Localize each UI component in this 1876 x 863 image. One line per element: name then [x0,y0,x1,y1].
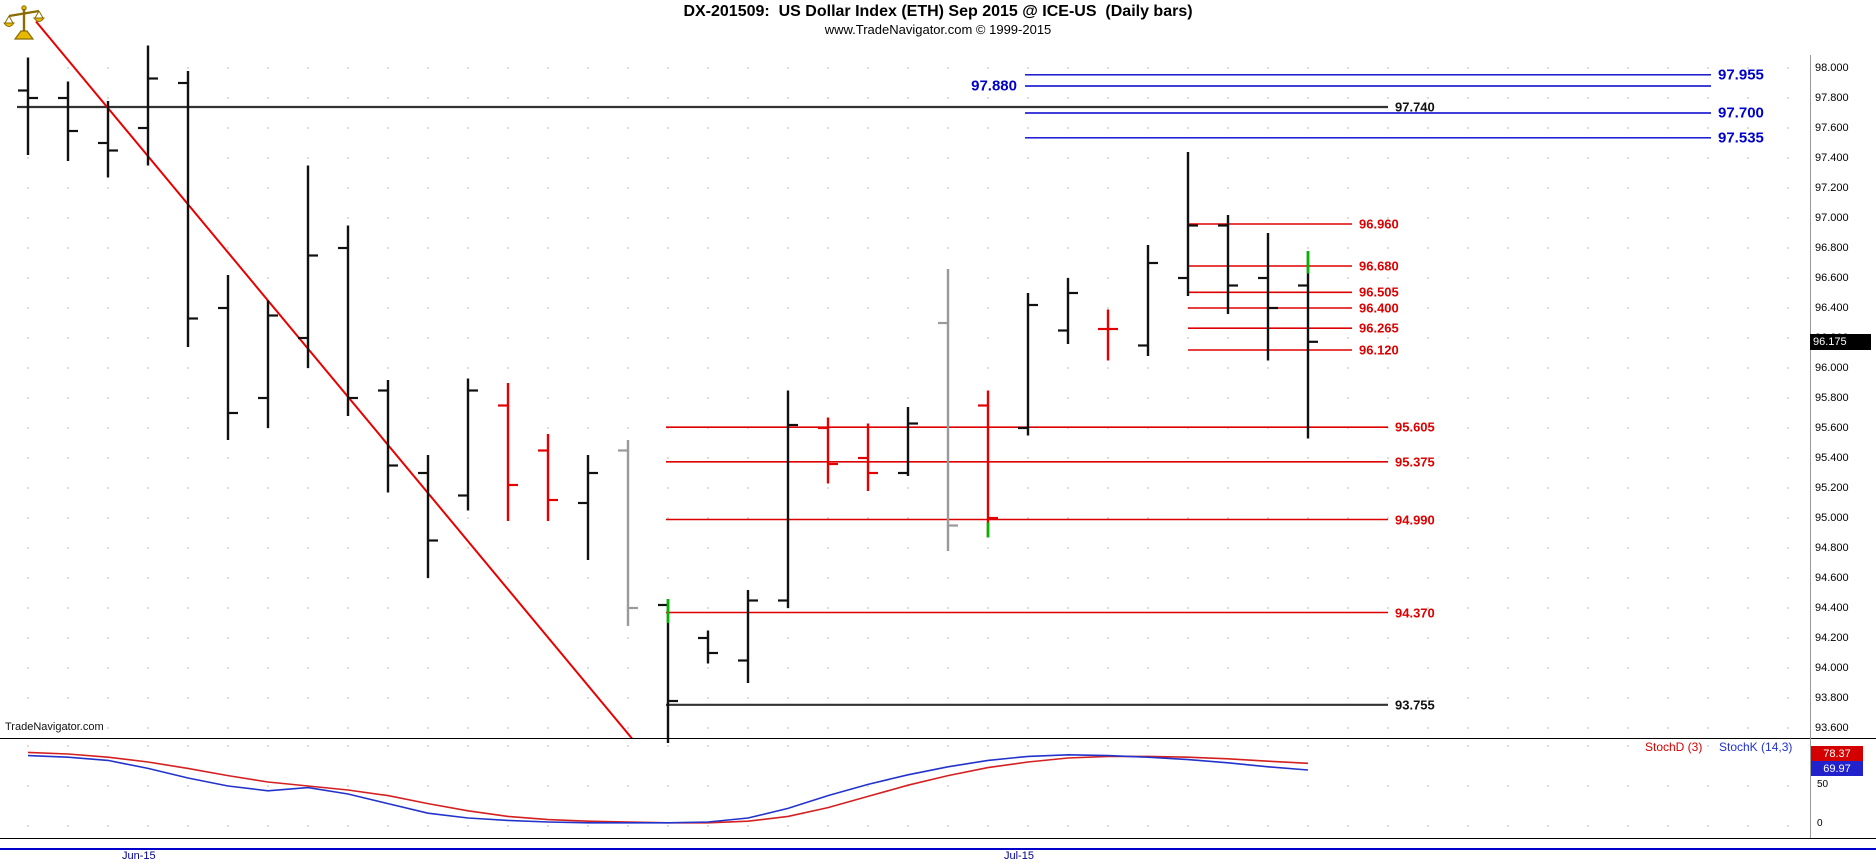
scales-logo-icon [3,5,45,40]
chart-borders [0,55,1876,850]
price-bar [258,300,278,428]
level-label-95.375: 95.375 [1395,454,1435,470]
price-bar [1058,278,1078,344]
price-axis-label: 94.400 [1815,602,1849,614]
price-bar [658,599,678,743]
price-bar [538,434,558,521]
level-label-94.370: 94.370 [1395,605,1435,620]
stochk-line [27,753,1309,824]
price-bar [778,390,798,608]
price-axis-label: 93.800 [1815,692,1849,704]
price-axis-label: 94.800 [1815,542,1849,554]
level-label-96.680: 96.680 [1359,258,1399,274]
price-axis-label: 95.200 [1815,482,1849,494]
level-label-97.535: 97.535 [1718,129,1764,147]
price-bar [1018,293,1038,436]
stochk-value-badge: 69.97 [1811,761,1863,776]
price-bar [1298,251,1318,439]
price-axis-label: 97.200 [1815,182,1849,194]
price-bar [498,383,518,521]
level-label-96.400: 96.400 [1359,300,1399,316]
stochd-value-badge: 78.37 [1811,746,1863,761]
watermark-text: TradeNavigator.com [5,721,104,733]
price-axis-label: 95.600 [1815,422,1849,434]
price-bar [1138,245,1158,356]
stochd-legend[interactable]: StochD (3) [1645,740,1703,754]
price-axis-label: 96.000 [1815,362,1849,374]
level-label-96.265: 96.265 [1359,320,1399,336]
price-bar [738,590,758,683]
price-axis-label: 95.400 [1815,452,1849,464]
price-bar [1178,152,1198,296]
price-axis-label: 97.800 [1815,92,1849,104]
chart-title: DX-201509: US Dollar Index (ETH) Sep 201… [683,3,1193,20]
chart-subtitle: www.TradeNavigator.com © 1999-2015 [824,22,1052,37]
price-axis-label: 96.600 [1815,272,1849,284]
price-bars [18,45,1318,743]
level-label-97.955: 97.955 [1718,66,1764,84]
level-label-96.960: 96.960 [1359,216,1399,232]
price-axis-label: 96.400 [1815,302,1849,314]
price-bar [58,81,78,161]
price-bar [858,423,878,491]
price-axis-label: 95.000 [1815,512,1849,524]
price-bar [578,455,598,560]
trendline[interactable] [35,20,633,740]
level-label-96.505: 96.505 [1359,284,1399,300]
level-label-93.755: 93.755 [1395,697,1435,713]
price-bar [818,417,838,484]
level-label-97.880: 97.880 [971,77,1017,95]
price-bar [938,269,958,551]
level-label-94.990: 94.990 [1395,512,1435,527]
x-axis-label-jun: Jun-15 [122,850,156,862]
last-price-badge: 96.175 [1810,334,1871,350]
price-bar [218,275,238,440]
x-axis-label-jul: Jul-15 [1004,850,1034,862]
price-bar [978,390,998,538]
price-axis-label: 95.800 [1815,392,1849,404]
price-bar [1098,309,1118,361]
stochk-legend[interactable]: StochK (14,3) [1719,740,1793,754]
price-bar [338,225,358,416]
price-axis-label: 98.000 [1815,62,1849,74]
level-label-96.120: 96.120 [1359,342,1399,358]
price-bar [458,378,478,511]
price-bar [298,165,318,368]
price-axis-label: 96.800 [1815,242,1849,254]
price-bar [698,630,718,664]
price-axis-label: 97.000 [1815,212,1849,224]
price-axis-label: 94.600 [1815,572,1849,584]
price-bar [18,57,38,155]
level-label-95.605: 95.605 [1395,419,1435,435]
level-label-97.700: 97.700 [1718,104,1764,122]
stoch-scale-mid-label: 50 [1817,779,1829,790]
price-bar [178,71,198,347]
price-bar [138,45,158,166]
price-axis-label: 97.400 [1815,152,1849,164]
price-bar [98,101,118,178]
stoch-scale-min-label: 0 [1817,818,1823,829]
price-bar [378,380,398,493]
price-bar [1258,233,1278,361]
stoch-plot [27,751,1309,824]
price-axis-label: 97.600 [1815,122,1849,134]
price-axis-label: 94.200 [1815,632,1849,644]
price-bar [418,455,438,578]
price-axis-label: 93.600 [1815,722,1849,734]
price-axis-label: 94.000 [1815,662,1849,674]
price-bar [898,407,918,476]
price-bar [1218,215,1238,314]
level-label-97.740: 97.740 [1395,99,1435,115]
price-bar [618,440,638,626]
